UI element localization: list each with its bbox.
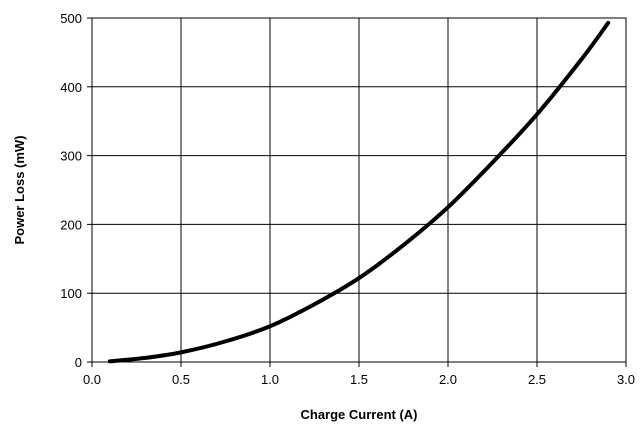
x-axis-ticks: 0.0 0.5 1.0 1.5 2.0 2.5 3.0 <box>83 362 635 387</box>
y-tick-label: 0 <box>75 355 82 370</box>
y-tick-label: 400 <box>60 80 82 95</box>
y-tick-label: 300 <box>60 149 82 164</box>
y-axis-title: Power Loss (mW) <box>12 135 27 244</box>
x-tick-label: 3.0 <box>617 372 635 387</box>
y-tick-label: 200 <box>60 217 82 232</box>
y-tick-label: 100 <box>60 286 82 301</box>
x-tick-label: 2.5 <box>528 372 546 387</box>
x-tick-label: 0.0 <box>83 372 101 387</box>
power-loss-series-line <box>107 20 611 364</box>
grid-lines <box>91 17 627 363</box>
x-axis-title: Charge Current (A) <box>300 407 417 422</box>
y-tick-label: 500 <box>60 11 82 26</box>
x-tick-label: 1.5 <box>350 372 368 387</box>
y-axis-ticks: 0 100 200 300 400 500 <box>60 11 92 370</box>
series-layer <box>107 20 611 364</box>
x-tick-label: 1.0 <box>261 372 279 387</box>
x-tick-label: 0.5 <box>172 372 190 387</box>
x-tick-label: 2.0 <box>439 372 457 387</box>
